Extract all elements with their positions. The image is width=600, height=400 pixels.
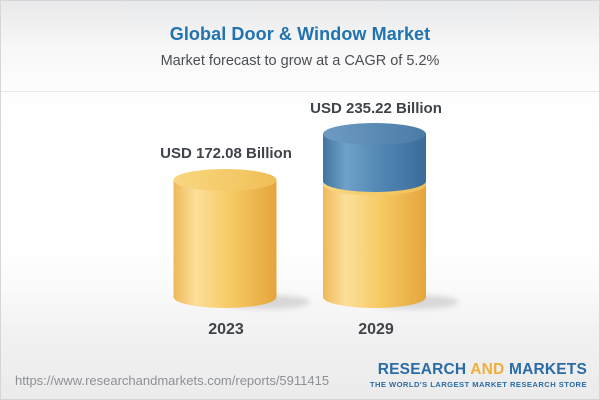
- researchandmarkets-logo: RESEARCH AND MARKETS THE WORLD'S LARGEST…: [370, 362, 587, 389]
- category-label-2023: 2023: [208, 321, 244, 338]
- chart-header: Global Door & Window Market Market forec…: [1, 1, 599, 92]
- logo-word-markets: MARKETS: [508, 361, 587, 378]
- value-label-2029: USD 235.22 Billion: [310, 100, 442, 117]
- chart-title: Global Door & Window Market: [169, 24, 431, 44]
- report-url-link[interactable]: https://www.researchandmarkets.com/repor…: [15, 373, 330, 388]
- logo-word-research: RESEARCH: [377, 361, 467, 378]
- category-label-2029: 2029: [358, 321, 394, 338]
- value-label-2023: USD 172.08 Billion: [160, 145, 292, 162]
- chart-subtitle: Market forecast to grow at a CAGR of 5.2…: [160, 53, 440, 69]
- logo-word-and: AND: [470, 361, 505, 378]
- logo-tagline: THE WORLD'S LARGEST MARKET RESEARCH STOR…: [369, 379, 587, 389]
- bar-2029-growth-segment: [323, 123, 426, 192]
- logo-wordmark: RESEARCH AND MARKETS: [378, 362, 587, 378]
- bar-2029-cylinder: [323, 123, 426, 308]
- bar-2023-cylinder: [173, 169, 277, 308]
